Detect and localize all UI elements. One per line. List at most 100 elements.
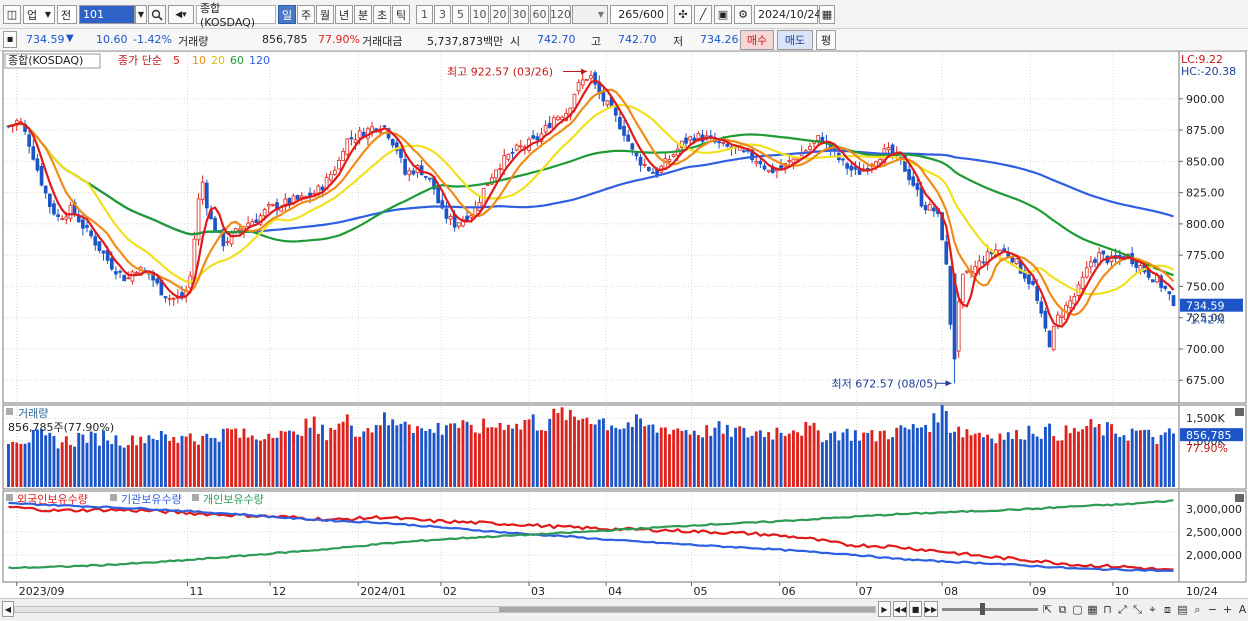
- zoom-handle[interactable]: [980, 603, 985, 615]
- candle-body: [845, 163, 849, 169]
- layout-icon[interactable]: ◫: [3, 5, 21, 24]
- zoom-icon[interactable]: ⌕: [1194, 602, 1201, 616]
- price-panel-axis: [1178, 51, 1247, 404]
- volume-bar: [416, 426, 419, 487]
- forward-icon[interactable]: ▶▶: [924, 601, 938, 617]
- candle-body: [622, 125, 626, 136]
- eval-button[interactable]: 평: [816, 30, 836, 50]
- blank-select[interactable]: ▼: [572, 5, 608, 24]
- interval-30-button[interactable]: 30: [510, 5, 529, 24]
- candle-body: [576, 81, 581, 92]
- stop-icon[interactable]: ■: [909, 601, 922, 617]
- calendar-icon[interactable]: ▦: [819, 5, 835, 24]
- candle-body: [646, 166, 651, 172]
- split-icon[interactable]: ⧈: [1164, 602, 1171, 616]
- window-icon[interactable]: ▢: [1072, 603, 1083, 616]
- candle-body: [1134, 260, 1139, 268]
- save-icon[interactable]: ▣: [714, 5, 732, 24]
- scrollbar-track[interactable]: [14, 606, 876, 613]
- copy-icon[interactable]: ⧉: [1058, 602, 1067, 616]
- minus-icon[interactable]: −: [1207, 603, 1218, 616]
- volume-bar: [870, 430, 874, 487]
- gear-icon[interactable]: ⚙: [734, 5, 752, 24]
- ma-legend-20: 20: [211, 54, 225, 67]
- crosshair-icon[interactable]: ✣: [674, 5, 692, 24]
- toggle-icon[interactable]: ▪: [3, 31, 17, 48]
- interval-1-button[interactable]: 1: [416, 5, 433, 24]
- volume-bar: [659, 427, 663, 487]
- hold-panel-close-icon[interactable]: [1235, 494, 1244, 502]
- timeframe-1-button[interactable]: 주: [297, 5, 315, 24]
- open-label: 시: [510, 35, 521, 48]
- buy-button[interactable]: 매수: [740, 30, 774, 50]
- market-select[interactable]: 업 ▼: [23, 5, 55, 24]
- sell-button[interactable]: 매도: [777, 30, 813, 50]
- period-type-select[interactable]: 전: [57, 5, 77, 24]
- zoom-slider[interactable]: [942, 603, 1038, 615]
- timeframe-2-button[interactable]: 월: [316, 5, 334, 24]
- volume-bar: [242, 428, 246, 487]
- code-dropdown-icon[interactable]: ▼: [135, 5, 147, 24]
- volume-bar: [457, 427, 461, 487]
- volume-bar: [15, 442, 19, 487]
- interval-120-button[interactable]: 120: [550, 5, 571, 24]
- layout-icon[interactable]: ▦: [1087, 603, 1098, 616]
- count-field[interactable]: 265/600: [610, 5, 668, 24]
- search-icon[interactable]: [148, 5, 166, 24]
- volume-bar: [1019, 439, 1023, 487]
- date-field[interactable]: 2024/10/24: [754, 5, 821, 24]
- candle-body: [923, 205, 928, 211]
- plus-icon[interactable]: +: [1222, 603, 1233, 616]
- timeframe-6-button[interactable]: 틱: [392, 5, 410, 24]
- volume-bar: [1015, 430, 1018, 487]
- candle-body: [1014, 258, 1019, 265]
- magnet-icon[interactable]: ⊓: [1103, 603, 1112, 616]
- market-value: 업: [27, 8, 38, 22]
- timeframe-5-button[interactable]: 초: [373, 5, 391, 24]
- volume-bar: [341, 421, 345, 487]
- rewind-icon[interactable]: ◀◀: [893, 601, 907, 617]
- scroll-right-icon[interactable]: ▶: [878, 601, 891, 617]
- grid-icon[interactable]: ▤: [1177, 603, 1188, 616]
- chart-canvas[interactable]: 2023/09 11 12 2024/01 02 03 04 05 06 07 08 09 10 10/2…: [0, 51, 1248, 598]
- candle-body: [213, 217, 217, 232]
- volume-bar: [1118, 437, 1122, 487]
- interval-3-button[interactable]: 3: [434, 5, 451, 24]
- volume-bar: [40, 429, 44, 487]
- timeframe-3-button[interactable]: 년: [335, 5, 353, 24]
- code-input[interactable]: 101: [79, 5, 135, 24]
- scroll-left-icon[interactable]: ◀: [2, 601, 14, 617]
- volume-bar: [853, 430, 857, 487]
- scale-icon[interactable]: ⤡: [1133, 602, 1142, 616]
- volume-bar: [498, 422, 502, 487]
- candle-body: [266, 204, 271, 207]
- scrollbar-thumb[interactable]: [499, 607, 875, 612]
- speaker-icon[interactable]: ◀▾: [168, 5, 194, 24]
- volume-bar: [829, 433, 833, 487]
- volume-bar: [151, 438, 155, 487]
- volume-bar: [965, 429, 969, 487]
- volume-bar: [250, 435, 254, 487]
- font-icon[interactable]: A: [1238, 603, 1247, 616]
- interval-10-button[interactable]: 10: [470, 5, 489, 24]
- candle-body: [494, 169, 498, 179]
- timeframe-4-button[interactable]: 분: [354, 5, 372, 24]
- expand-icon[interactable]: ⇱: [1042, 603, 1053, 616]
- volume-bar: [1023, 439, 1027, 487]
- candle-body: [370, 126, 374, 132]
- volume-bar: [924, 424, 928, 487]
- timeframe-0-button[interactable]: 일: [278, 5, 296, 24]
- vol-panel-close-icon[interactable]: [1235, 408, 1244, 416]
- draw-icon[interactable]: ╱: [694, 5, 712, 24]
- pin-icon[interactable]: ⌖: [1149, 602, 1156, 616]
- interval-20-button[interactable]: 20: [490, 5, 509, 24]
- interval-60-button[interactable]: 60: [530, 5, 549, 24]
- volume-bar: [948, 432, 952, 487]
- volume-bar: [1172, 433, 1175, 487]
- candle-body: [940, 212, 944, 241]
- interval-5-button[interactable]: 5: [452, 5, 469, 24]
- candle-body: [651, 172, 655, 174]
- price-change-pct: -1.42%: [133, 33, 172, 46]
- candle-body: [1084, 267, 1089, 278]
- trend-icon[interactable]: ⤢: [1118, 602, 1127, 616]
